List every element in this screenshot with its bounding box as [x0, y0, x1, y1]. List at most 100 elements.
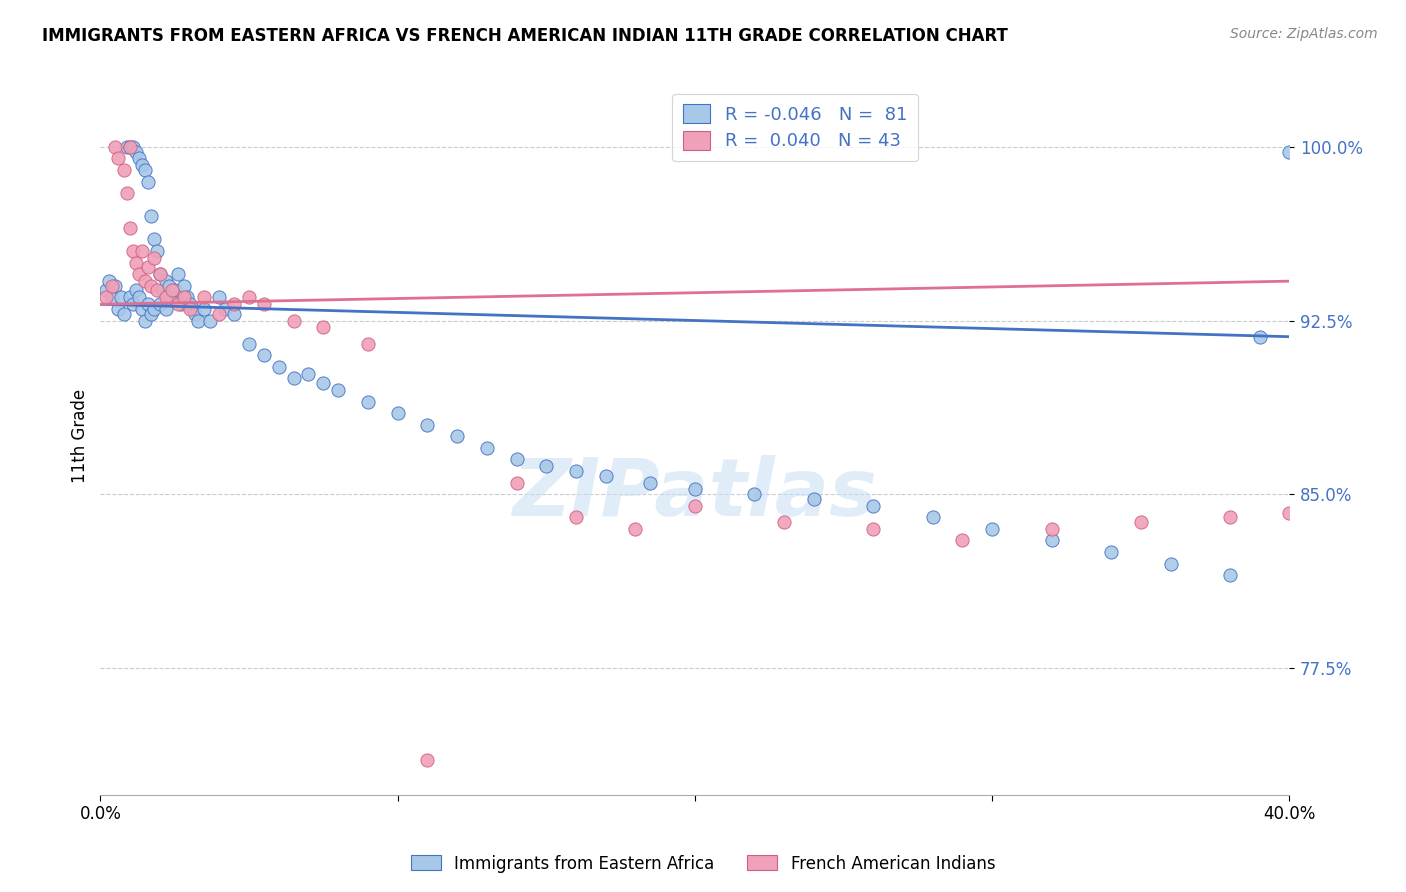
Point	[107, 301, 129, 316]
Point	[139, 210, 162, 224]
Point	[952, 533, 974, 548]
Point	[267, 359, 290, 374]
Point	[125, 145, 148, 159]
Point	[125, 255, 148, 269]
Point	[155, 274, 177, 288]
Point	[297, 367, 319, 381]
Point	[155, 301, 177, 316]
Point	[862, 499, 884, 513]
Point	[683, 499, 706, 513]
Point	[1129, 515, 1152, 529]
Point	[173, 278, 195, 293]
Point	[146, 284, 169, 298]
Point	[416, 753, 439, 767]
Point	[155, 290, 177, 304]
Point	[101, 278, 124, 293]
Point	[146, 244, 169, 258]
Point	[253, 297, 276, 311]
Point	[166, 297, 188, 311]
Point	[115, 140, 138, 154]
Point	[208, 290, 231, 304]
Point	[128, 152, 150, 166]
Point	[416, 417, 439, 432]
Point	[357, 336, 380, 351]
Point	[312, 376, 335, 390]
Point	[142, 301, 165, 316]
Point	[1219, 568, 1241, 582]
Point	[139, 307, 162, 321]
Point	[149, 297, 172, 311]
Point	[238, 290, 260, 304]
Point	[208, 307, 231, 321]
Point	[149, 267, 172, 281]
Point	[536, 459, 558, 474]
Point	[1294, 145, 1316, 159]
Point	[101, 290, 124, 304]
Point	[862, 522, 884, 536]
Point	[1099, 545, 1122, 559]
Point	[1278, 506, 1301, 520]
Point	[1337, 158, 1360, 172]
Point	[142, 232, 165, 246]
Point	[187, 313, 209, 327]
Point	[96, 284, 118, 298]
Point	[238, 336, 260, 351]
Point	[1160, 557, 1182, 571]
Point	[446, 429, 468, 443]
Point	[176, 290, 198, 304]
Point	[120, 140, 142, 154]
Point	[134, 313, 156, 327]
Point	[169, 297, 191, 311]
Point	[122, 244, 145, 258]
Point	[1308, 152, 1330, 166]
Text: ZIPatlas: ZIPatlas	[512, 455, 877, 533]
Point	[505, 475, 527, 490]
Point	[120, 290, 142, 304]
Point	[328, 383, 350, 397]
Point	[224, 307, 246, 321]
Point	[96, 290, 118, 304]
Point	[253, 348, 276, 362]
Point	[125, 284, 148, 298]
Point	[131, 301, 153, 316]
Point	[683, 483, 706, 497]
Point	[1040, 533, 1063, 548]
Point	[475, 441, 498, 455]
Point	[120, 221, 142, 235]
Point	[104, 278, 127, 293]
Point	[921, 510, 943, 524]
Point	[112, 307, 135, 321]
Point	[136, 297, 159, 311]
Point	[104, 140, 127, 154]
Point	[624, 522, 647, 536]
Point	[152, 284, 174, 298]
Point	[505, 452, 527, 467]
Point	[131, 244, 153, 258]
Point	[136, 260, 159, 275]
Point	[122, 140, 145, 154]
Point	[115, 186, 138, 201]
Point	[224, 297, 246, 311]
Point	[193, 290, 215, 304]
Point	[160, 284, 183, 298]
Point	[981, 522, 1004, 536]
Point	[565, 464, 588, 478]
Point	[163, 284, 186, 298]
Point	[283, 313, 305, 327]
Point	[134, 274, 156, 288]
Point	[120, 140, 142, 154]
Point	[181, 301, 204, 316]
Point	[214, 301, 236, 316]
Point	[110, 290, 132, 304]
Point	[139, 278, 162, 293]
Point	[128, 290, 150, 304]
Point	[1278, 145, 1301, 159]
Text: IMMIGRANTS FROM EASTERN AFRICA VS FRENCH AMERICAN INDIAN 11TH GRADE CORRELATION : IMMIGRANTS FROM EASTERN AFRICA VS FRENCH…	[42, 27, 1008, 45]
Point	[200, 313, 222, 327]
Point	[160, 290, 183, 304]
Point	[1368, 163, 1391, 178]
Point	[744, 487, 766, 501]
Point	[107, 152, 129, 166]
Point	[773, 515, 796, 529]
Point	[357, 394, 380, 409]
